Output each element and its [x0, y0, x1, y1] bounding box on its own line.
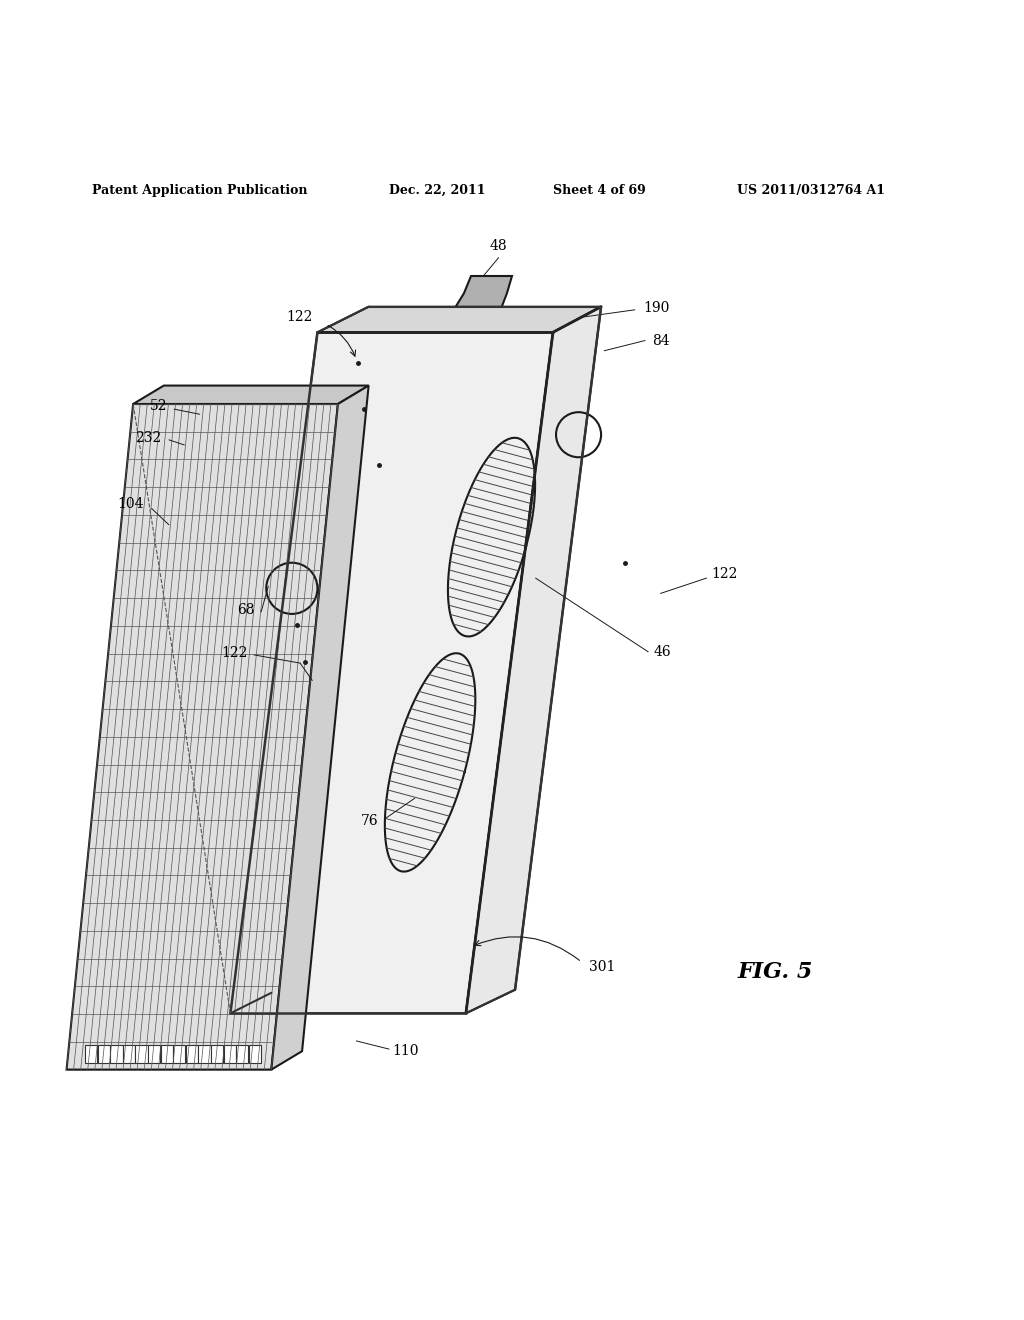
Polygon shape: [456, 276, 512, 306]
Text: 190: 190: [643, 301, 670, 314]
Text: 104: 104: [117, 498, 143, 511]
Bar: [223, 1045, 236, 1064]
Text: 110: 110: [392, 1044, 419, 1059]
Bar: [97, 1045, 110, 1064]
Text: FIG. 5: FIG. 5: [737, 961, 813, 983]
Text: US 2011/0312764 A1: US 2011/0312764 A1: [737, 183, 886, 197]
Text: Sheet 4 of 69: Sheet 4 of 69: [553, 183, 646, 197]
Bar: [148, 1045, 161, 1064]
Text: 232: 232: [135, 430, 162, 445]
Polygon shape: [133, 385, 369, 404]
Text: 84: 84: [652, 334, 670, 347]
Bar: [85, 1045, 97, 1064]
Bar: [111, 1045, 123, 1064]
Bar: [249, 1045, 261, 1064]
Polygon shape: [317, 306, 601, 333]
Polygon shape: [230, 333, 553, 1014]
Text: 122: 122: [286, 310, 312, 323]
Bar: [123, 1045, 135, 1064]
Text: 48: 48: [489, 239, 508, 253]
Text: 76: 76: [361, 813, 379, 828]
Text: Dec. 22, 2011: Dec. 22, 2011: [389, 183, 485, 197]
Bar: [185, 1045, 198, 1064]
Polygon shape: [67, 404, 338, 1069]
Bar: [211, 1045, 223, 1064]
Text: 122: 122: [712, 568, 738, 581]
Polygon shape: [466, 306, 601, 1014]
Bar: [237, 1045, 249, 1064]
Text: 52: 52: [150, 399, 167, 413]
Text: 68: 68: [238, 603, 255, 616]
Text: 46: 46: [653, 644, 671, 659]
Bar: [161, 1045, 173, 1064]
Bar: [135, 1045, 147, 1064]
Bar: [199, 1045, 211, 1064]
Polygon shape: [271, 385, 369, 1069]
Text: Patent Application Publication: Patent Application Publication: [92, 183, 307, 197]
Text: 301: 301: [589, 960, 615, 974]
Text: 122: 122: [221, 645, 248, 660]
Bar: [173, 1045, 185, 1064]
